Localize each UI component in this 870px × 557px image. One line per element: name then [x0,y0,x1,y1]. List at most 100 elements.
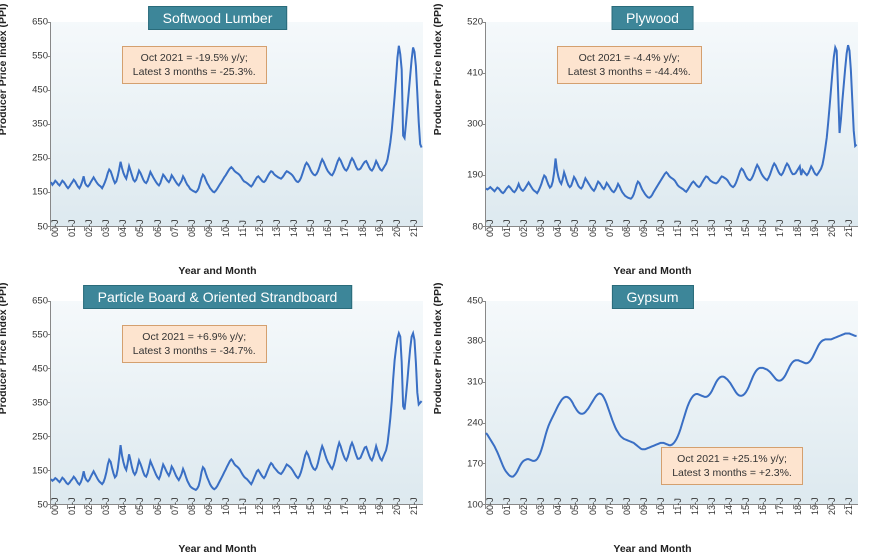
x-tick: 12-J [255,497,265,515]
x-tick: 11-J [238,220,248,237]
y-tick: 310 [461,377,483,388]
x-tick: 12-J [690,497,700,515]
callout-line1: Oct 2021 = -19.5% y/y; [133,51,256,65]
x-tick: 14-J [289,219,299,237]
x-tick: 21-J [409,497,419,515]
x-tick: 21-J [844,497,854,515]
chart-title: Plywood [611,6,694,30]
x-tick: 13-J [707,497,717,515]
y-ticks: 100170240310380450 [461,301,483,506]
x-tick: 13-J [272,497,282,515]
y-tick: 550 [26,329,48,340]
y-axis-label: Producer Price Index (PPI) [432,4,444,136]
y-tick: 650 [26,295,48,306]
x-tick: 06-J [153,219,163,237]
x-tick: 01-J [67,497,77,515]
y-tick: 100 [461,500,483,511]
x-tick: 10-J [656,497,666,515]
x-tick: 16-J [758,219,768,237]
y-tick: 250 [26,431,48,442]
x-tick: 18-J [358,219,368,237]
x-tick: 00-J [485,497,495,515]
x-tick: 16-J [323,219,333,237]
y-axis-label: Producer Price Index (PPI) [0,282,9,414]
x-tick: 03-J [536,219,546,237]
y-ticks: 50150250350450550650 [26,301,48,506]
x-tick: 03-J [536,497,546,515]
x-tick: 02-J [84,219,94,237]
x-tick: 10-J [221,219,231,237]
x-tick: 02-J [519,497,529,515]
y-axis-label: Producer Price Index (PPI) [432,282,444,414]
chart-title: Softwood Lumber [148,6,288,30]
x-tick: 12-J [255,219,265,237]
y-tick: 450 [461,295,483,306]
y-tick: 520 [461,17,483,28]
callout-line1: Oct 2021 = +6.9% y/y; [133,330,256,344]
x-tick: 20-J [392,219,402,237]
y-tick: 80 [461,221,483,232]
x-tick: 13-J [272,219,282,237]
y-ticks: 50150250350450550650 [26,22,48,227]
x-tick: 10-J [656,219,666,237]
x-tick: 19-J [375,497,385,515]
x-tick: 15-J [741,219,751,237]
x-tick: 17-J [775,497,785,515]
x-tick: 14-J [724,219,734,237]
x-tick: 14-J [289,497,299,515]
x-axis-label: Year and Month [613,543,691,555]
x-tick: 21-J [409,219,419,237]
x-tick: 15-J [741,497,751,515]
x-tick: 01-J [502,219,512,237]
x-tick: 15-J [306,497,316,515]
x-tick: 01-J [67,219,77,237]
x-tick: 10-J [221,497,231,515]
callout-box: Oct 2021 = +25.1% y/y;Latest 3 months = … [661,447,803,485]
y-tick: 50 [26,500,48,511]
chart-title: Particle Board & Oriented Strandboard [83,285,353,309]
y-tick: 170 [461,459,483,470]
x-tick: 18-J [793,219,803,237]
x-tick: 09-J [639,497,649,515]
x-tick: 04-J [118,497,128,515]
x-tick: 02-J [519,219,529,237]
x-tick: 04-J [553,497,563,515]
x-tick: 04-J [118,219,128,237]
x-ticks: 00-J01-J02-J03-J04-J05-J06-J07-J08-J09-J… [50,509,423,537]
x-tick: 19-J [810,219,820,237]
x-tick: 12-J [690,219,700,237]
x-tick: 05-J [135,219,145,237]
x-tick: 05-J [570,497,580,515]
y-ticks: 80190300410520 [461,22,483,227]
x-tick: 00-J [50,497,60,515]
x-tick: 00-J [50,219,60,237]
x-tick: 08-J [622,497,632,515]
x-tick: 20-J [827,497,837,515]
callout-box: Oct 2021 = -4.4% y/y;Latest 3 months = -… [557,46,702,84]
x-axis-label: Year and Month [178,265,256,277]
y-tick: 450 [26,85,48,96]
chart-title: Gypsum [611,285,693,309]
x-tick: 03-J [101,219,111,237]
x-tick: 07-J [170,219,180,237]
x-tick: 07-J [605,497,615,515]
x-tick: 13-J [707,219,717,237]
y-tick: 150 [26,465,48,476]
x-tick: 07-J [605,219,615,237]
y-tick: 150 [26,187,48,198]
x-tick: 20-J [827,219,837,237]
x-tick: 02-J [84,497,94,515]
x-tick: 19-J [375,219,385,237]
y-tick: 250 [26,153,48,164]
y-tick: 650 [26,17,48,28]
x-tick: 06-J [588,219,598,237]
x-tick: 09-J [639,219,649,237]
callout-line2: Latest 3 months = -25.3%. [133,65,256,79]
y-tick: 350 [26,119,48,130]
x-tick: 21-J [844,219,854,237]
x-tick: 08-J [187,497,197,515]
x-tick: 08-J [187,219,197,237]
x-tick: 11-J [238,498,248,515]
x-tick: 14-J [724,497,734,515]
y-tick: 450 [26,363,48,374]
